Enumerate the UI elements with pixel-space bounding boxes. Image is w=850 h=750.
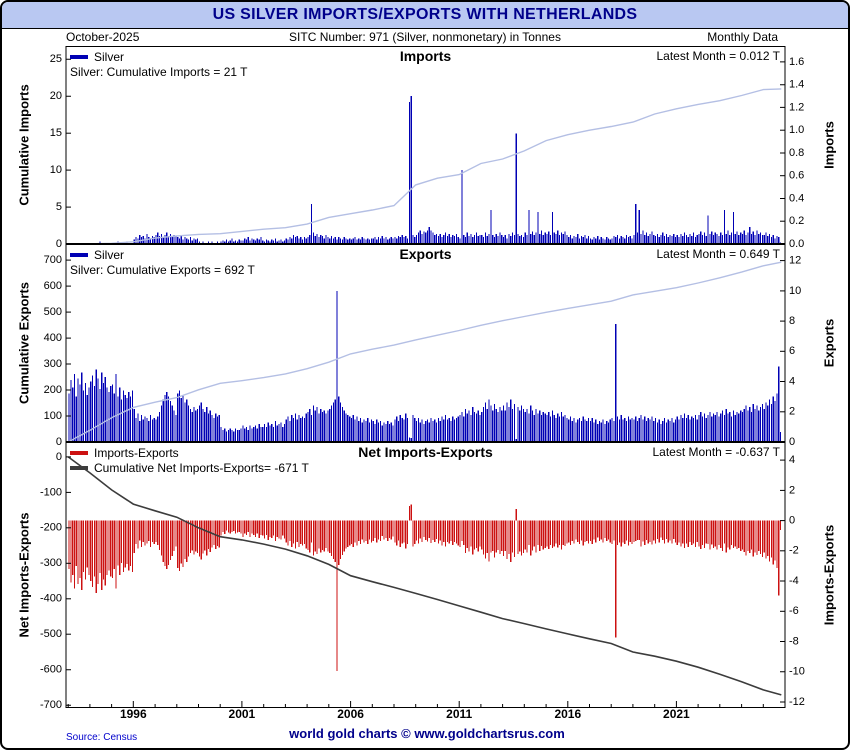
- svg-text:400: 400: [44, 332, 62, 344]
- silver-series-swatch: [70, 253, 88, 257]
- net-series-swatch: [70, 451, 88, 455]
- svg-text:0: 0: [56, 238, 62, 250]
- svg-text:8: 8: [789, 315, 795, 327]
- frequency-label: Monthly Data: [707, 30, 778, 44]
- y-axis-title-imports: Imports: [821, 121, 837, 169]
- svg-text:-500: -500: [40, 628, 62, 640]
- svg-text:600: 600: [44, 280, 62, 292]
- x-axis-year-label: 2001: [228, 707, 256, 721]
- svg-text:1.0: 1.0: [789, 124, 804, 136]
- net-imports-exports-panel: 0 -100 -200 -300 -400 -500 -600 -700 4 2 0 -2 -4 -6 -8…: [2, 442, 848, 711]
- panel-title-net: Net Imports-Exports: [358, 444, 493, 460]
- svg-text:0.6: 0.6: [789, 170, 804, 182]
- x-axis-labels: 1996 2001 2006 2011 2016 2021: [2, 707, 848, 724]
- legend-row: Imports-Exports: [70, 446, 179, 460]
- svg-text:2: 2: [789, 484, 795, 496]
- x-axis-year-label: 2006: [337, 707, 364, 721]
- source-label: Source: Census: [66, 732, 138, 743]
- svg-text:-12: -12: [789, 696, 805, 708]
- report-date-label: October-2025: [66, 30, 140, 44]
- svg-text:700: 700: [44, 254, 62, 266]
- svg-text:2: 2: [789, 406, 795, 418]
- svg-text:10: 10: [50, 164, 62, 176]
- svg-text:1.6: 1.6: [789, 56, 804, 68]
- legend-row: Silver: [70, 50, 124, 64]
- legend-row: Silver: [70, 248, 124, 262]
- svg-text:4: 4: [789, 454, 795, 466]
- svg-text:-8: -8: [789, 635, 799, 647]
- svg-text:-200: -200: [40, 522, 62, 534]
- panel-title-exports: Exports: [399, 246, 452, 262]
- svg-text:-6: -6: [789, 605, 799, 617]
- imports-panel: 25 20 15 10 5 0 1.6 1.4 1.2 1.0 0.8 0.6 0.4 0.2 0.0 Im…: [2, 46, 848, 250]
- svg-text:0: 0: [789, 515, 795, 527]
- cumulative-imports-annotation: Silver: Cumulative Imports = 21 T: [70, 65, 248, 79]
- svg-text:-400: -400: [40, 593, 62, 605]
- svg-text:-300: -300: [40, 557, 62, 569]
- svg-text:12: 12: [789, 255, 801, 267]
- cumulative-net-annotation: Cumulative Net Imports-Exports= -671 T: [94, 461, 309, 475]
- silver-series-swatch: [70, 55, 88, 59]
- exports-bars-chart: 700 600 500 400 300 200 100 0 12 10 8 6 4 2 0: [44, 244, 801, 448]
- svg-text:-600: -600: [40, 664, 62, 676]
- svg-text:0.8: 0.8: [789, 147, 804, 159]
- svg-text:0: 0: [56, 451, 62, 463]
- svg-text:-10: -10: [789, 666, 805, 678]
- svg-text:25: 25: [50, 53, 62, 65]
- svg-text:-100: -100: [40, 486, 62, 498]
- svg-text:-2: -2: [789, 545, 799, 557]
- svg-text:200: 200: [44, 384, 62, 396]
- legend-row: Cumulative Net Imports-Exports= -671 T: [70, 461, 309, 475]
- net-bars-chart: 0 -100 -200 -300 -400 -500 -600 -700 4 2 0 -2 -4 -6 -8…: [40, 442, 805, 711]
- svg-text:100: 100: [44, 410, 62, 422]
- latest-month-imports: Latest Month = 0.012 T: [656, 49, 780, 63]
- svg-text:500: 500: [44, 306, 62, 318]
- svg-text:15: 15: [50, 127, 62, 139]
- cumulative-exports-annotation: Silver: Cumulative Exports = 692 T: [70, 263, 255, 277]
- y-axis-title-cumulative-imports: Cumulative Imports: [16, 84, 32, 206]
- latest-month-exports: Latest Month = 0.649 T: [656, 247, 780, 261]
- legend-row: Silver: Cumulative Imports = 21 T: [70, 65, 248, 79]
- svg-text:0: 0: [56, 436, 62, 448]
- legend-label: Silver: [94, 50, 125, 64]
- y-axis-title-imports-exports: Imports-Exports: [821, 524, 837, 626]
- y-axis-title-cumulative-exports: Cumulative Exports: [16, 281, 32, 405]
- x-axis-year-label: 2011: [446, 707, 473, 721]
- panel-title-imports: Imports: [399, 48, 452, 64]
- x-axis-year-label: 2021: [663, 707, 690, 721]
- svg-text:1.2: 1.2: [789, 101, 804, 113]
- legend-row: Silver: Cumulative Exports = 692 T: [70, 263, 255, 277]
- cumulative-net-swatch: [70, 466, 88, 470]
- page-title: US SILVER IMPORTS/EXPORTS WITH NETHERLAN…: [2, 2, 848, 29]
- legend-label: Silver: [94, 248, 125, 262]
- svg-text:4: 4: [789, 375, 795, 387]
- svg-text:5: 5: [56, 201, 62, 213]
- branding-label: world gold charts © www.goldchartsrus.co…: [289, 726, 565, 741]
- latest-month-net: Latest Month = -0.637 T: [652, 445, 780, 459]
- x-axis-year-label: 1996: [119, 707, 147, 721]
- sitc-number-label: SITC Number: 971 (Silver, nonmonetary) i…: [289, 30, 561, 44]
- svg-text:20: 20: [50, 90, 62, 102]
- y-axis-title-exports: Exports: [821, 318, 837, 368]
- svg-text:10: 10: [789, 285, 801, 297]
- svg-text:0.4: 0.4: [789, 192, 804, 204]
- svg-text:6: 6: [789, 345, 795, 357]
- svg-text:-700: -700: [40, 699, 62, 711]
- svg-text:0.0: 0.0: [789, 238, 804, 250]
- x-axis-year-label: 2016: [554, 707, 582, 721]
- svg-text:0.2: 0.2: [789, 215, 804, 227]
- legend-label: Imports-Exports: [94, 446, 179, 460]
- exports-panel: 700 600 500 400 300 200 100 0 12 10 8 6 4 2 0 Exports …: [2, 244, 848, 448]
- svg-text:0: 0: [789, 436, 795, 448]
- svg-text:300: 300: [44, 358, 62, 370]
- svg-text:-4: -4: [789, 575, 799, 587]
- subheader: October-2025 SITC Number: 971 (Silver, n…: [2, 29, 848, 45]
- svg-text:1.4: 1.4: [789, 79, 804, 91]
- y-axis-title-net-imports-exports: Net Imports-Exports: [16, 512, 32, 638]
